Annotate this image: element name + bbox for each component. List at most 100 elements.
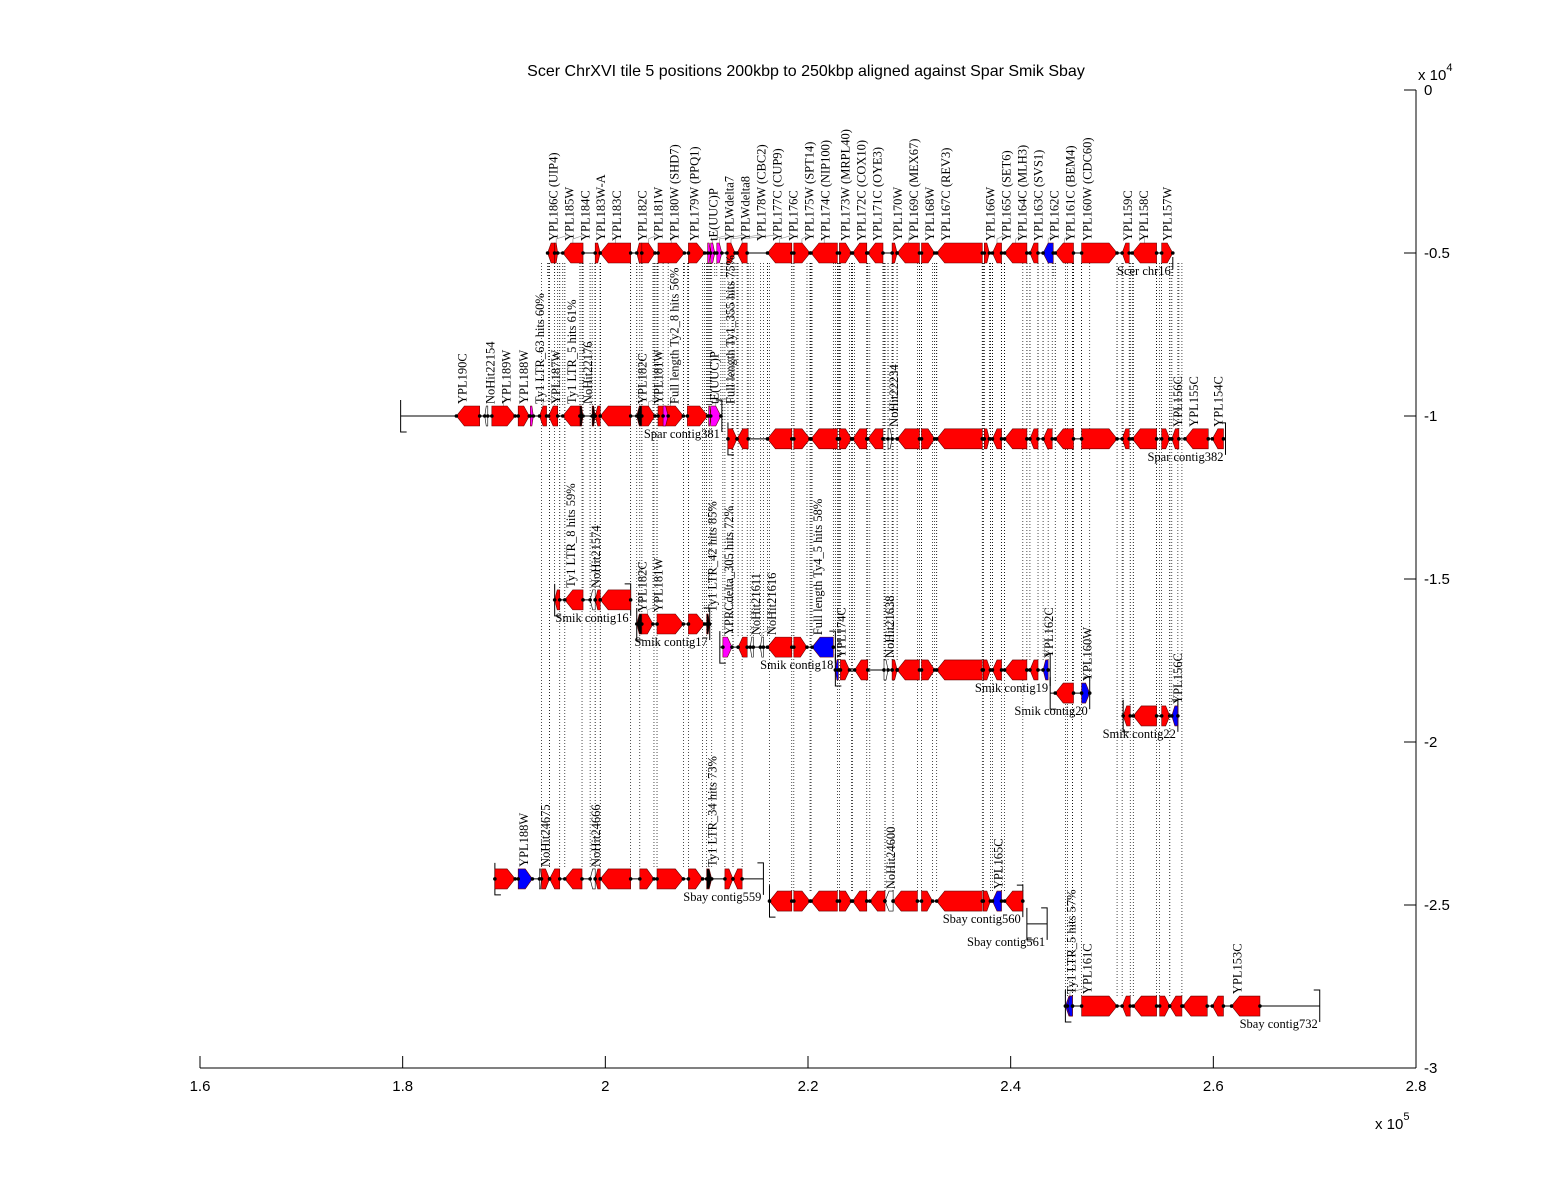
gene-boundary-dot — [864, 899, 869, 903]
gene-boundary-dot — [707, 622, 712, 626]
gene-label: tE(UUC)P — [707, 188, 721, 241]
gene-boundary-dot — [1028, 251, 1032, 255]
gene-arrow — [494, 868, 516, 890]
gene-arrow — [589, 589, 596, 611]
x-multiplier-base: x 10 — [1375, 1116, 1403, 1133]
x-tick-label: 1.8 — [392, 1078, 413, 1095]
gene-label: YPL160W — [1081, 627, 1095, 681]
x-tick-label: 1.6 — [190, 1078, 211, 1095]
contig-label: Sbay contig732 — [1240, 1017, 1318, 1031]
gene-boundary-dot — [552, 251, 557, 255]
gene-arrow — [688, 242, 706, 264]
gene-arrow — [599, 242, 631, 264]
gene-boundary-dot — [792, 899, 796, 903]
gene-boundary-dot — [720, 251, 724, 255]
gene-arrow — [767, 428, 793, 450]
contig-track: Sbay contig732 Ty1 LTR_5 hits 57% YPL161C Y… — [1063, 889, 1321, 1031]
gene-arrow — [1004, 428, 1028, 450]
gene-arrow — [736, 242, 748, 264]
gene-label: NoHit21611 — [749, 573, 763, 635]
gene-arrow — [1121, 995, 1131, 1017]
gene-arrow — [641, 242, 656, 264]
gene-arrow — [687, 405, 709, 427]
gene-arrow — [688, 613, 706, 635]
gene-boundary-dot — [1115, 1004, 1119, 1008]
gene-arrow — [599, 868, 631, 890]
gene-boundary-dot — [593, 251, 597, 255]
gene-arrow — [662, 405, 669, 427]
gene-boundary-dot — [686, 877, 691, 881]
gene-label: YPL174C — [834, 607, 848, 658]
gene-boundary-dot — [881, 437, 885, 441]
gene-arrow — [1054, 242, 1074, 264]
gene-boundary-dot — [999, 437, 1004, 441]
gene-boundary-dot — [563, 877, 567, 881]
gene-arrow — [852, 428, 868, 450]
gene-boundary-dot — [653, 414, 657, 418]
gene-boundary-dot — [1210, 437, 1215, 441]
x-tick-label: 2.4 — [1000, 1078, 1021, 1095]
gene-arrow — [1042, 659, 1049, 681]
gene-arrow — [896, 659, 920, 681]
gene-label: Ty1 LTR_5 hits 61% — [565, 299, 579, 404]
gene-label: Ty1 LTR_34 hits 73% — [706, 756, 720, 867]
gene-boundary-dot — [704, 877, 709, 881]
gene-arrow — [1081, 682, 1091, 704]
gene-boundary-dot — [661, 414, 665, 418]
contig-end-bracket — [1219, 422, 1226, 455]
gene-boundary-dot — [809, 437, 813, 441]
gene-label: YPL184C — [579, 190, 593, 241]
gene-label: YPL156C — [1171, 376, 1185, 427]
gene-arrow — [594, 589, 601, 611]
gene-arrow — [1161, 242, 1174, 264]
gene-boundary-dot — [653, 251, 657, 255]
gene-boundary-dot — [490, 414, 494, 418]
contig-end-bracket — [715, 399, 723, 432]
gene-arrow — [1054, 428, 1074, 450]
gene-boundary-dot — [1159, 437, 1164, 441]
gene-boundary-dot — [883, 899, 887, 903]
gene-label: YPL160W (CDC60) — [1081, 137, 1095, 241]
gene-boundary-dot — [850, 251, 855, 255]
gene-boundary-dot — [708, 251, 713, 255]
gene-boundary-dot — [736, 645, 740, 649]
gene-arrow — [852, 242, 868, 264]
gene-boundary-dot — [1028, 668, 1032, 672]
gene-boundary-dot — [1025, 437, 1029, 441]
gene-arrow — [1159, 995, 1171, 1017]
gene-boundary-dot — [1002, 251, 1007, 255]
gene-boundary-dot — [516, 877, 520, 881]
contig-end-bracket — [829, 630, 836, 664]
label-leader-line — [615, 234, 617, 243]
label-leader-line — [1064, 234, 1070, 243]
x-axis-multiplier: x 105 — [1375, 1111, 1409, 1133]
gene-boundary-dot — [1021, 899, 1025, 903]
gene-boundary-dot — [1221, 1004, 1226, 1008]
gene-boundary-dot — [1121, 714, 1125, 718]
gene-boundary-dot — [881, 251, 885, 255]
gene-boundary-dot — [477, 414, 482, 418]
gene-arrow — [1081, 995, 1118, 1017]
gene-arrow — [869, 890, 886, 912]
contig-end-bracket — [1044, 653, 1051, 686]
gene-boundary-dot — [919, 899, 924, 903]
contig-start-bracket — [1064, 990, 1072, 1023]
gene-label: YPL171C (OYE3) — [870, 147, 884, 241]
gene-arrow — [656, 613, 684, 635]
gene-arrow — [810, 242, 838, 264]
gene-arrow — [1004, 659, 1028, 681]
gene-boundary-dot — [1154, 251, 1159, 255]
label-leader-line — [1142, 234, 1145, 243]
gene-boundary-dot — [765, 251, 770, 255]
contig-end-bracket — [703, 607, 711, 640]
gene-boundary-dot — [850, 437, 855, 441]
gene-boundary-dot — [868, 899, 872, 903]
gene-arrow — [921, 242, 936, 264]
gene-boundary-dot — [751, 645, 756, 649]
contig-label: Sbay contig560 — [943, 912, 1021, 926]
label-leader-line — [801, 234, 809, 243]
gene-boundary-dot — [990, 899, 995, 903]
label-leader-line — [555, 234, 569, 243]
gene-label: YPL165C — [991, 838, 1005, 889]
gene-boundary-dot — [1130, 251, 1135, 255]
